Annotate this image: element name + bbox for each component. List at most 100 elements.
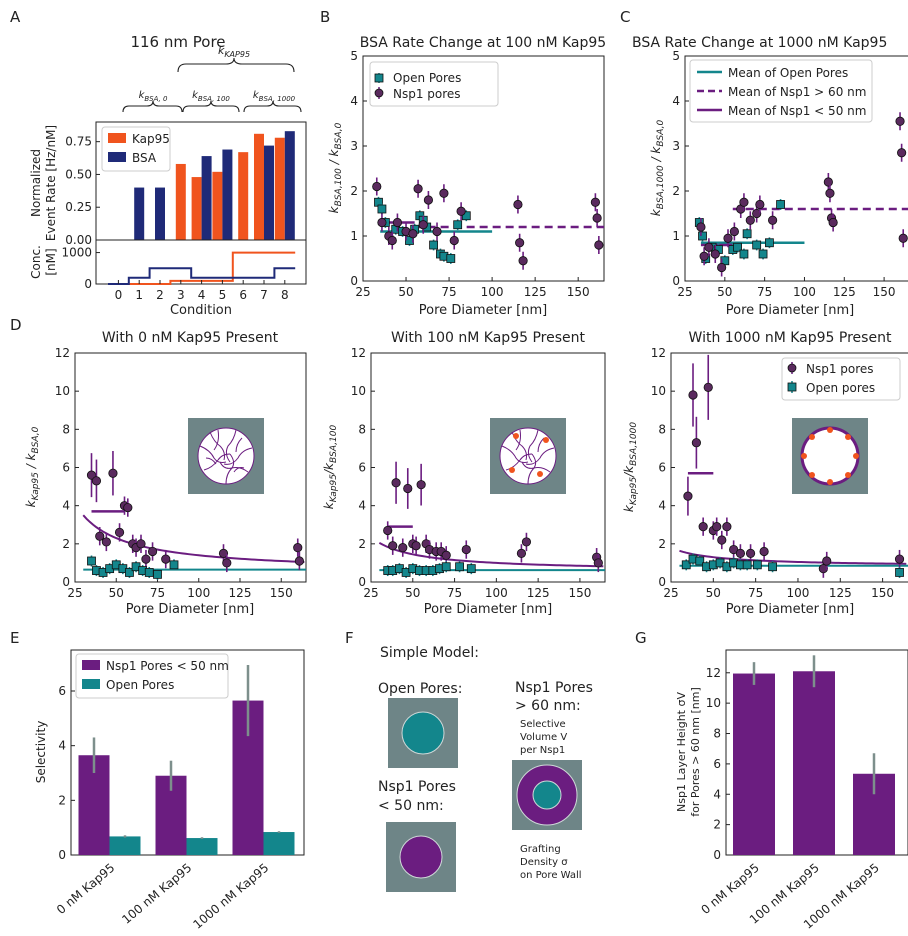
legend-label-open-e: Open Pores: [106, 678, 174, 692]
y-tick-label: 6: [358, 461, 366, 475]
panel-a-ylabel-2: Event Rate [Hz/nM]: [44, 125, 58, 241]
point-nsp1-pore: [456, 206, 466, 216]
panel-a-xlabel: Condition: [170, 303, 232, 318]
pore-icon-d1: [188, 418, 264, 494]
bar-0-nm-kap95-1: [109, 836, 141, 855]
panel-letter-g: G: [635, 629, 647, 647]
y-tick-label: 4: [672, 94, 680, 108]
large-nsp1-pore-channel: [532, 780, 562, 810]
point-nsp1-pore: [161, 554, 171, 564]
y-tick-label: 12: [706, 666, 721, 680]
point-nsp1-pore: [825, 188, 835, 198]
point-open-pore: [776, 200, 785, 209]
y-tick-label: 6: [658, 461, 666, 475]
legend-label-open: Open Pores: [393, 71, 461, 85]
legend-label-nsp1-large: Mean of Nsp1 > 60 nm: [728, 85, 866, 99]
panel-d2-title: With 100 nM Kap95 Present: [391, 330, 586, 346]
panel-c-legend: Mean of Open Pores Mean of Nsp1 > 60 nm …: [689, 59, 873, 123]
point-nsp1-pore: [391, 478, 401, 488]
legend-label-nsp1-small: Mean of Nsp1 < 50 nm: [728, 104, 866, 118]
point-nsp1-pore: [683, 491, 693, 501]
bar-bsa-condition-1: [134, 187, 145, 240]
y-tick-label: 3: [350, 139, 358, 153]
panel-a-y-ticks: 0.00 0.25 0.50 0.75: [65, 135, 100, 247]
y-tick-label: 10: [55, 384, 70, 398]
point-open-pore: [895, 568, 904, 577]
x-tick-label: 25: [363, 586, 378, 600]
y-tick-label: 2: [350, 184, 358, 198]
point-nsp1-pore: [722, 522, 732, 532]
legend-label-nsp1-e: Nsp1 Pores < 50 nm: [106, 659, 229, 673]
bar-kap95-condition-6: [238, 152, 249, 240]
panel-c: BSA Rate Change at 1000 nM Kap95 25 50 75 1…: [632, 35, 908, 318]
panel-f-grafting-1: Grafting: [520, 844, 561, 855]
point-nsp1-pore: [729, 544, 739, 555]
point-nsp1-pore: [418, 220, 428, 230]
panel-b-plot: [372, 177, 604, 270]
bar-0-nm-kap95-0: [733, 673, 775, 855]
legend-swatch-bsa: [108, 152, 126, 162]
panel-f-selective-1: Selective: [520, 719, 566, 730]
x-tick-label: 1000 nM Kap95: [190, 861, 271, 932]
point-nsp1-pore: [699, 251, 709, 261]
point-open-pore: [752, 560, 762, 570]
x-tick-label: 100: [793, 285, 816, 299]
x-tick-label: 125: [829, 586, 852, 600]
panel-letter-b: B: [320, 8, 330, 26]
panel-d1: With 0 nM Kap95 Present 25 50 75 100 125 150 0…: [24, 330, 307, 617]
x-tick-label: 0 nM Kap95: [54, 861, 117, 917]
point-nsp1-pore: [698, 522, 708, 532]
legend-label-open-d3: Open pores: [806, 381, 875, 395]
point-nsp1-pore: [755, 199, 765, 210]
fit-curve-nsp1: [679, 549, 907, 565]
panel-g-ylabel-2: for Pores > 60 nm [nm]: [689, 687, 702, 817]
x-tick-label: 3: [177, 288, 185, 302]
x-tick-label: 5: [219, 288, 227, 302]
panel-b-ylabel: kBSA,100 / kBSA,0: [327, 122, 344, 213]
x-tick-label: 50: [717, 285, 732, 299]
y-tick-label: 0: [658, 575, 666, 589]
point-nsp1-pore: [752, 208, 762, 219]
conc-line-bsa: [108, 267, 296, 285]
pore-icon-d3: [792, 418, 868, 494]
panel-f-nsp1-large-label-1: Nsp1 Pores: [515, 680, 593, 696]
legend-marker-nsp1-d3: [787, 363, 797, 373]
y-tick-label: 1: [672, 229, 680, 243]
point-nsp1-pore: [218, 548, 229, 558]
panel-f-open-label: Open Pores:: [378, 681, 462, 697]
panel-d1-plot: [82, 451, 306, 580]
y-tick-label: 4: [658, 499, 666, 513]
brace-label-bsa1000: kBSA, 1000: [253, 90, 296, 103]
point-nsp1-pore: [387, 235, 397, 246]
y-tick-label: 3: [672, 139, 680, 153]
point-nsp1-pore: [729, 226, 739, 237]
x-tick-label: 50: [398, 285, 413, 299]
panel-d2-plot: [378, 461, 605, 578]
y-tick-label: 4: [58, 739, 66, 753]
panel-d3-legend: Nsp1 pores Open pores: [781, 357, 901, 401]
x-tick-label: 125: [833, 285, 856, 299]
point-nsp1-pore: [691, 438, 701, 448]
y-tick-label: 0.00: [65, 233, 92, 247]
x-tick-label: 150: [871, 586, 894, 600]
y-tick-label: 4: [713, 787, 721, 801]
point-nsp1-pore: [383, 525, 393, 536]
pore-icon-d2: [490, 418, 566, 494]
legend-marker-open-d3: [787, 382, 797, 392]
point-nsp1-pore: [822, 556, 832, 566]
brace-label-bsa100: kBSA, 100: [192, 90, 230, 103]
panel-f-selective-2: Volume V: [520, 732, 567, 743]
point-open-pore: [455, 562, 464, 572]
point-nsp1-pore: [136, 539, 146, 549]
point-nsp1-pore: [688, 390, 698, 400]
y-tick-label: 12: [351, 346, 366, 360]
panel-d3-title: With 1000 nM Kap95 Present: [689, 330, 892, 346]
panel-a-conc-label-1: Conc.: [29, 245, 43, 279]
x-tick-label: 150: [873, 285, 896, 299]
panel-b-legend: Open Pores Nsp1 pores: [369, 61, 499, 107]
y-tick-label: 0.25: [65, 200, 92, 214]
point-open-pore: [768, 562, 777, 572]
y-tick-label: 8: [358, 422, 366, 436]
point-nsp1-pore: [818, 564, 828, 574]
